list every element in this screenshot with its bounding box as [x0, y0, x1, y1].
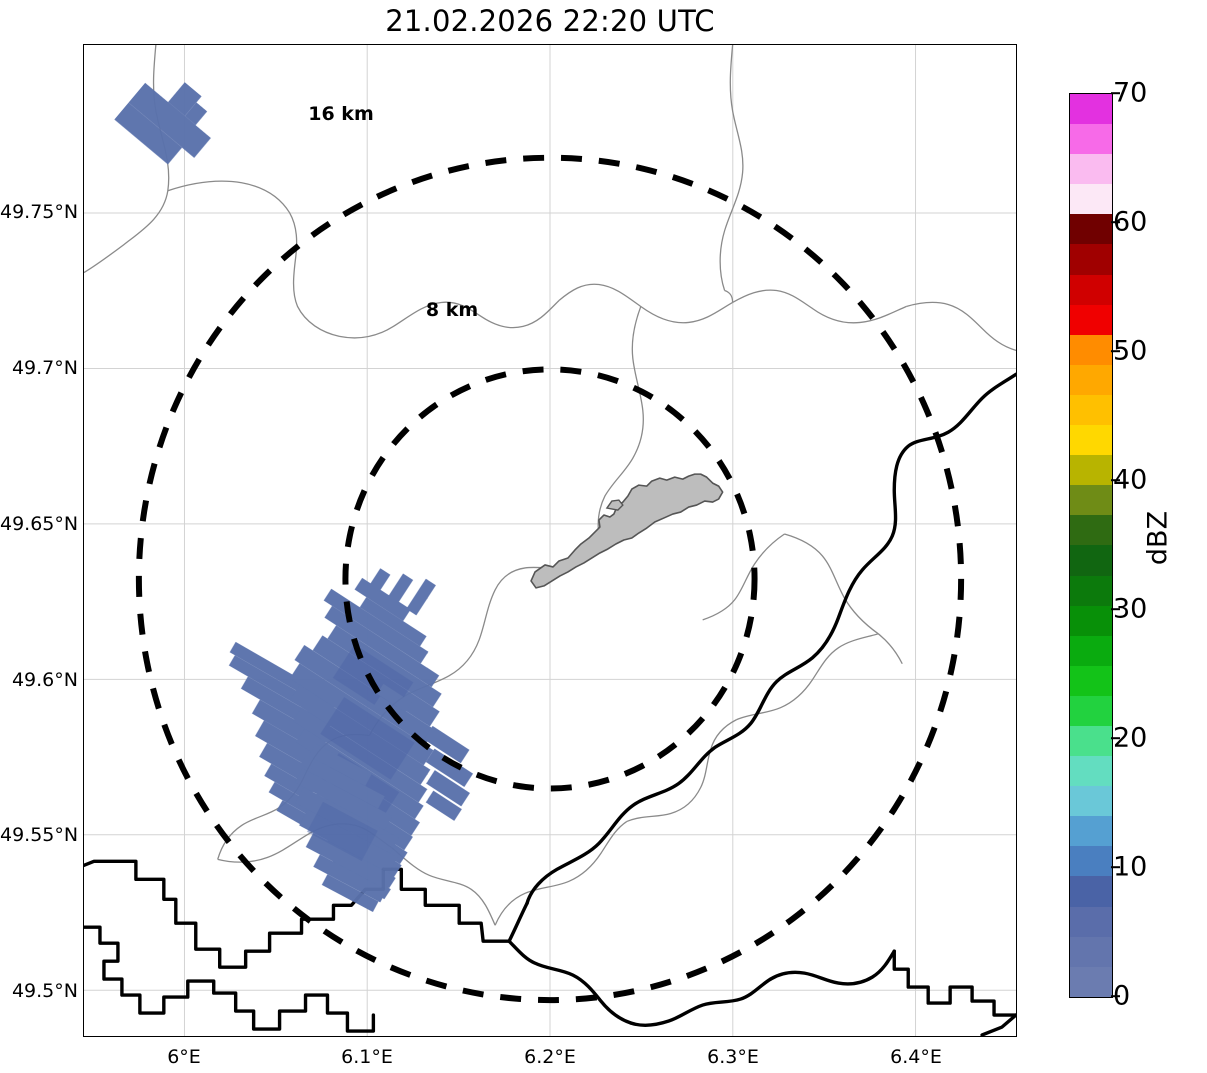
colorbar-segment: [1070, 154, 1112, 185]
colorbar-segment: [1070, 906, 1112, 937]
range-ring-16km: [135, 154, 965, 1004]
map-svg: [84, 45, 1016, 1036]
colorbar-segment: [1070, 605, 1112, 636]
colorbar-segment: [1070, 575, 1112, 606]
colorbar-tick-mark: [1111, 479, 1120, 481]
x-tick-label: 6.3°E: [707, 1046, 759, 1068]
colorbar-segment: [1070, 936, 1112, 967]
colorbar-segment: [1070, 184, 1112, 215]
colorbar-segment: [1070, 334, 1112, 365]
colorbar-tick-label: 40: [1113, 464, 1148, 496]
colorbar-segment: [1070, 966, 1112, 997]
colorbar-segment: [1070, 274, 1112, 305]
radar-echo-cells: [114, 82, 474, 913]
colorbar-tick-label: 70: [1113, 77, 1148, 109]
colorbar-segment: [1070, 364, 1112, 395]
y-tick-label: 49.75°N: [0, 201, 79, 223]
colorbar-tick-label: 20: [1113, 722, 1148, 754]
colorbar-segment: [1070, 394, 1112, 426]
x-tick-label: 6.4°E: [890, 1046, 942, 1068]
colorbar-segment: [1070, 425, 1112, 456]
colorbar-segment: [1070, 244, 1112, 275]
y-tick-label: 49.5°N: [11, 980, 78, 1002]
colorbar-segment: [1070, 665, 1112, 696]
colorbar-tick-label: 50: [1113, 335, 1148, 367]
colorbar-segment: [1070, 515, 1112, 546]
colorbar-tick-mark: [1111, 92, 1120, 94]
colorbar-segment: [1070, 846, 1112, 877]
colorbar-tick-label: 10: [1113, 851, 1148, 883]
national-border: [84, 372, 1016, 1036]
x-tick-label: 6.1°E: [341, 1046, 393, 1068]
range-ring-label-8km: 8 km: [425, 299, 479, 321]
colorbar-segment: [1070, 545, 1112, 576]
colorbar-segment: [1070, 304, 1112, 335]
colorbar-segment: [1070, 455, 1112, 486]
colorbar-tick-mark: [1111, 350, 1120, 352]
colorbar-label: dBZ: [1142, 510, 1174, 566]
y-tick-label: 49.6°N: [11, 669, 78, 691]
colorbar-segment: [1070, 695, 1112, 726]
range-ring-label-16km: 16 km: [308, 103, 374, 125]
colorbar-segment: [1070, 635, 1112, 666]
colorbar-segment: [1070, 876, 1112, 907]
range-rings: [135, 154, 965, 1004]
colorbar-tick-label: 30: [1113, 593, 1148, 625]
range-ring-8km: [342, 366, 758, 792]
x-tick-label: 6.2°E: [524, 1046, 576, 1068]
colorbar-segment: [1070, 124, 1112, 155]
colorbar[interactable]: [1069, 93, 1113, 998]
colorbar-tick-mark: [1111, 221, 1120, 223]
colorbar-segment: [1070, 786, 1112, 817]
colorbar-tick-mark: [1111, 737, 1120, 739]
colorbar-segment: [1070, 214, 1112, 245]
colorbar-tick-label: 60: [1113, 206, 1148, 238]
figure-title: 21.02.2026 22:20 UTC: [385, 4, 715, 38]
colorbar-segment: [1070, 725, 1112, 757]
colorbar-segment: [1070, 94, 1112, 125]
map-plot-area[interactable]: [83, 44, 1017, 1037]
gridlines: [84, 45, 1016, 1036]
colorbar-tick-mark: [1111, 608, 1120, 610]
x-tick-label: 6°E: [167, 1046, 201, 1068]
colorbar-segment: [1070, 756, 1112, 787]
colorbar-tick-mark: [1111, 995, 1120, 997]
y-tick-label: 49.7°N: [11, 357, 78, 379]
lake-polygon: [530, 473, 724, 589]
colorbar-segment: [1070, 485, 1112, 516]
colorbar-segment: [1070, 816, 1112, 847]
colorbar-tick-mark: [1111, 866, 1120, 868]
y-tick-label: 49.65°N: [0, 513, 79, 535]
y-tick-label: 49.55°N: [0, 824, 79, 846]
colorbar-tick-label: 0: [1113, 980, 1131, 1012]
